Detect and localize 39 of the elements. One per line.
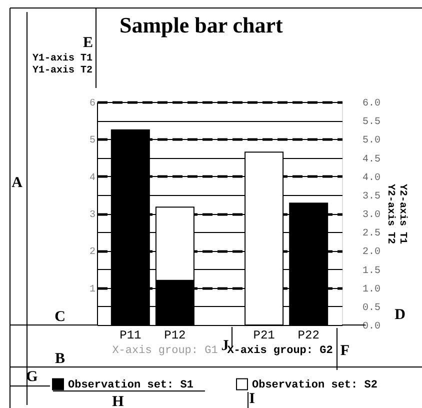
- y2-tick-label: 6.0: [362, 98, 381, 110]
- text: D: [394, 307, 406, 323]
- y2-tick-label: 3.0: [362, 210, 381, 221]
- x-tick-label: P22: [298, 328, 320, 342]
- y2-tick-label: 2.0: [362, 247, 381, 258]
- y-tick-label: 5: [89, 136, 96, 147]
- text: G: [26, 369, 38, 385]
- x-tick-label: P12: [164, 328, 186, 342]
- text: I: [249, 391, 256, 407]
- text: B: [54, 351, 66, 367]
- chart-title: Sample bar chart: [120, 12, 284, 38]
- y-axis-title: Y1-axis T1 Y1-axis T2: [32, 52, 92, 76]
- legend-label: Observation set: S2: [252, 379, 378, 392]
- x-tick-label: P11: [120, 328, 142, 342]
- y2-tick-label: 1.5: [362, 266, 381, 277]
- y2-tick-label: 4.5: [362, 154, 381, 166]
- y2-tick-label: 4.0: [362, 172, 381, 184]
- text: A: [12, 175, 23, 191]
- y-tick-label: 2: [89, 247, 96, 258]
- y-tick-label: 4: [89, 172, 96, 184]
- y-tick-label: 1: [89, 284, 96, 296]
- y2-tick-label: 1.0: [362, 284, 381, 296]
- x-tick-label: P21: [253, 328, 275, 342]
- y2-tick-label: 0.5: [362, 302, 381, 314]
- y2-axis-title: Y2-axis T1 Y2-axis T2: [384, 184, 409, 244]
- legend-label: Observation set: S1: [68, 379, 194, 392]
- y2-tick-label: 5.0: [362, 136, 381, 147]
- y-tick-label: 3: [89, 210, 96, 221]
- y2-tick-label: 5.5: [362, 117, 381, 128]
- y2-tick-label: 0.0: [362, 322, 381, 332]
- y2-tick-label: 3.5: [362, 191, 381, 202]
- text: X-axis group: G2: [227, 345, 333, 357]
- y-tick-label: 6: [89, 98, 96, 110]
- text: E: [82, 35, 94, 51]
- text: F: [340, 343, 350, 359]
- text: H: [112, 394, 124, 408]
- y2-tick-label: 2.5: [362, 228, 381, 240]
- text: C: [54, 309, 66, 325]
- text: X-axis group: G1: [112, 345, 218, 357]
